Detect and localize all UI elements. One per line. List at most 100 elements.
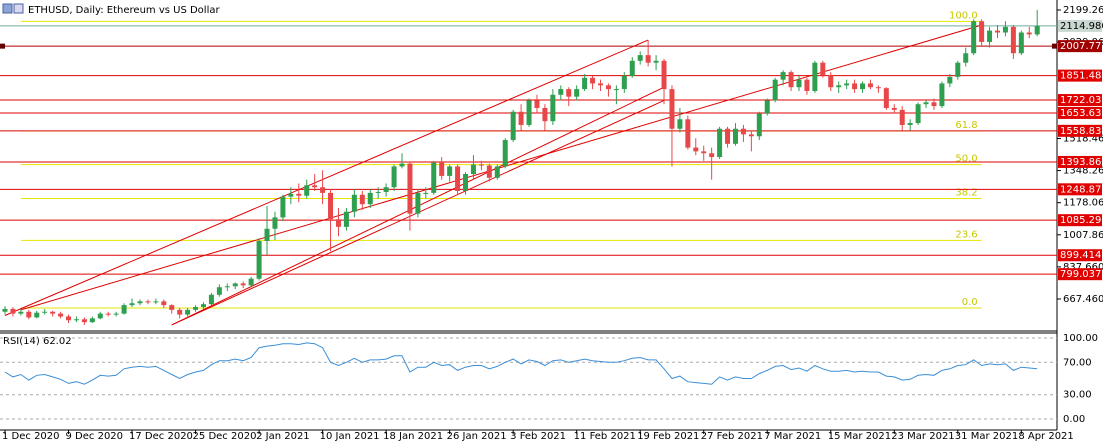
level-label-box — [1058, 183, 1102, 196]
candle-body — [73, 319, 79, 321]
x-tick-label: 9 Dec 2020 — [66, 431, 124, 441]
candle-body — [391, 166, 397, 188]
candle-body — [637, 55, 643, 61]
candle-body — [455, 166, 461, 191]
candle-body — [653, 60, 659, 63]
trendline — [4, 39, 649, 316]
candle-body — [740, 128, 746, 135]
candle-body — [677, 119, 683, 129]
current-price-label: 2114.980 — [1060, 21, 1103, 32]
x-tick-label: 23 Mar 2021 — [891, 431, 954, 441]
x-tick-label: 26 Jan 2021 — [447, 431, 507, 441]
candle-body — [645, 55, 651, 63]
candle-body — [121, 305, 127, 314]
fib-label: 38.2 — [955, 188, 977, 199]
candle-body — [312, 185, 318, 188]
level-label: 2007.771 — [1060, 41, 1103, 52]
candle-body — [923, 102, 929, 105]
candle-body — [1002, 26, 1008, 33]
candle-body — [979, 21, 985, 42]
candle-body — [891, 107, 897, 110]
y-tick-label: 667.460 — [1063, 294, 1103, 305]
candle-body — [470, 164, 476, 175]
candle-body — [145, 301, 151, 303]
candle-body — [931, 102, 937, 107]
candle-body — [439, 162, 445, 176]
candle-body — [590, 77, 596, 84]
candle-body — [97, 313, 103, 319]
candle-body — [574, 89, 580, 97]
candle-body — [963, 53, 969, 63]
candle-body — [907, 123, 913, 125]
rsi-tick-label: 70.00 — [1063, 357, 1092, 368]
rsi-tick-label: 100.00 — [1063, 333, 1098, 344]
candle-body — [272, 217, 278, 229]
candle-body — [185, 309, 191, 315]
x-tick-label: 2 Jan 2021 — [256, 431, 310, 441]
candle-body — [836, 85, 842, 88]
candle-body — [201, 304, 206, 308]
level-marker — [1052, 43, 1057, 49]
candle-body — [1026, 32, 1032, 35]
rsi-line — [4, 342, 1038, 385]
candle-body — [558, 89, 564, 95]
candle-body — [351, 194, 357, 212]
chart-title: ETHUSD, Daily: Ethereum vs US Dollar — [28, 5, 220, 16]
candle-body — [796, 79, 802, 88]
candle-body — [137, 301, 143, 304]
level-label: 1393.860 — [1060, 157, 1103, 168]
level-label: 1653.631 — [1060, 108, 1103, 119]
candle-body — [860, 83, 866, 90]
fib-label: 100.0 — [949, 10, 978, 21]
candle-body — [304, 185, 310, 196]
candle-body — [26, 311, 32, 318]
candle-body — [494, 166, 500, 178]
candle-body — [812, 62, 818, 91]
x-tick-label: 3 Feb 2021 — [510, 431, 566, 441]
y-tick-label: 1007.860 — [1063, 230, 1103, 241]
candle-body — [883, 88, 889, 108]
candle-body — [844, 83, 850, 86]
candle-body — [518, 111, 524, 125]
level-label: 1085.296 — [1060, 215, 1103, 226]
candle-body — [550, 94, 556, 122]
x-tick-label: 31 Mar 2021 — [955, 431, 1018, 441]
candle-body — [335, 219, 341, 227]
candle-body — [105, 313, 111, 315]
rsi-title: RSI(14) 62.02 — [3, 336, 72, 347]
candle-body — [788, 72, 794, 88]
y-tick-label: 2199.260 — [1063, 5, 1103, 16]
candle-body — [34, 312, 40, 318]
level-label: 1558.839 — [1060, 126, 1103, 137]
candle-body — [613, 89, 619, 91]
x-tick-label: 17 Dec 2020 — [129, 431, 193, 441]
candle-body — [478, 164, 484, 166]
candle-body — [717, 128, 723, 158]
candle-body — [709, 153, 715, 158]
candle-body — [804, 79, 810, 91]
level-label: 899.414 — [1060, 250, 1101, 261]
candle-body — [534, 100, 540, 108]
candle-body — [89, 318, 95, 323]
candle-body — [463, 174, 469, 191]
candle-body — [852, 83, 858, 90]
candle-body — [915, 104, 921, 124]
candle-body — [748, 134, 754, 137]
candle-body — [756, 113, 762, 137]
candle-body — [10, 308, 16, 314]
candle-body — [343, 211, 349, 227]
candle-body — [685, 119, 691, 148]
candle-body — [820, 62, 826, 75]
candle-body — [899, 109, 905, 125]
y-tick-label: 1348.260 — [1063, 166, 1103, 177]
candle-body — [359, 194, 365, 205]
x-tick-label: 15 Mar 2021 — [828, 431, 891, 441]
candle-body — [582, 77, 588, 90]
candle-body — [764, 100, 770, 114]
level-label-box — [1058, 268, 1102, 281]
y-tick-label: 1178.060 — [1063, 198, 1103, 209]
x-tick-label: 27 Feb 2021 — [701, 431, 763, 441]
level-label-box — [1058, 106, 1102, 119]
